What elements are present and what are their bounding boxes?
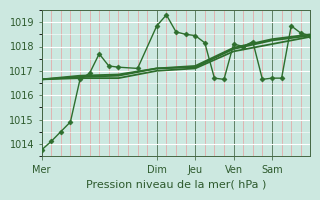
X-axis label: Pression niveau de la mer( hPa ): Pression niveau de la mer( hPa ) (86, 179, 266, 189)
